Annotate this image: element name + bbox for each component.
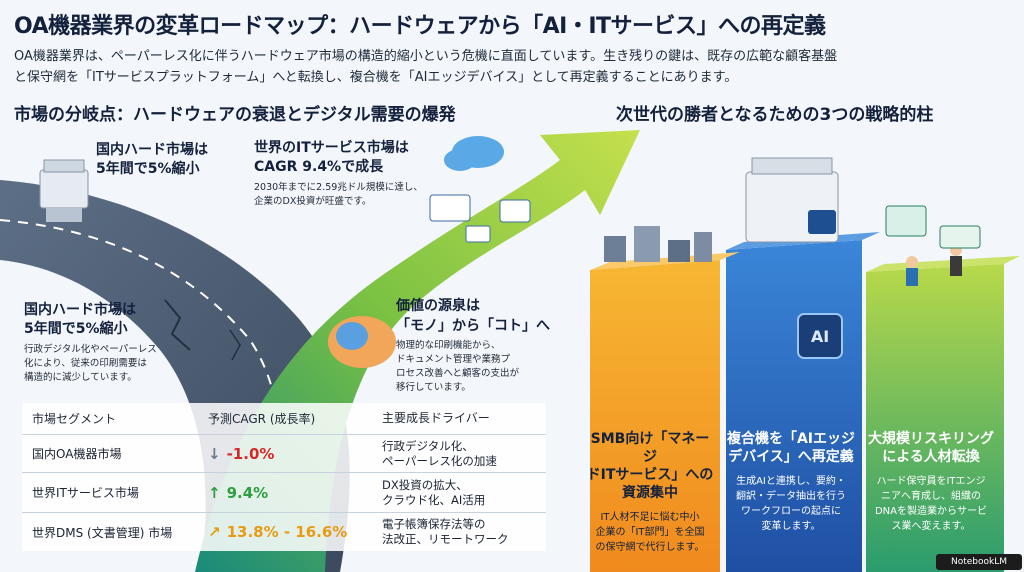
pillar-reskilling: 大規模リスキリング による人材転換 ハード保守員をITエンジ ニアへ育成し、組織… <box>866 430 996 534</box>
intro-line: と保守網を「ITサービスプラットフォーム」へと転換し、複合機を「AIエッジデバイ… <box>14 70 738 85</box>
table-row: 世界DMS (文書管理) 市場 ↗ 13.8% - 16.6% 電子帳簿保存法等… <box>22 513 546 551</box>
pillar-body: 生成AIと連携し、要約・ 翻訳・データ抽出を行う ワークフローの起点に 変革しま… <box>726 474 856 534</box>
printer-illustration <box>39 159 89 222</box>
table-cell-segment: 世界DMS (文書管理) 市場 <box>32 525 173 540</box>
callout-body-line: ドキュメント管理や業務プ <box>396 354 511 365</box>
callout-body-line: 構造的に減少しています。 <box>24 372 137 383</box>
pillar-body-line: DNAを製造業からサービ <box>874 506 988 517</box>
cagr-value: 13.8% - 16.6% <box>226 523 348 541</box>
page-title: OA機器業界の変革ロードマップ：ハードウェアから「AI・ITサービス」への再定義 <box>14 14 826 39</box>
table-cell-segment: 国内OA機器市場 <box>32 447 122 461</box>
table-header-row: 市場セグメント 予測CAGR (成長率) 主要成長ドライバー <box>22 403 546 435</box>
driver-line: 電子帳簿保存法等の <box>382 517 486 531</box>
table-cell-cagr: ↗ 13.8% - 16.6% <box>208 513 378 551</box>
pillar-body: ハード保守員をITエンジ ニアへ育成し、組織の DNAを製造業からサービ ス業へ… <box>866 474 996 534</box>
up-right-arrow-icon: ↗ <box>208 523 221 541</box>
table-header-cagr: 予測CAGR (成長率) <box>208 412 316 426</box>
pillar-body-line: ワークフローの起点に <box>741 506 841 517</box>
up-arrow-icon: ↑ <box>208 483 221 502</box>
table-cell-drivers: 行政デジタル化、 ペーパーレス化の加速 <box>382 435 542 472</box>
table-cell-cagr: ↓ -1.0% <box>208 435 378 472</box>
pillar-body: IT人材不足に悩む中小 企業の「IT部門」を全国 の保守網で代行します。 <box>585 510 715 555</box>
table-row: 国内OA機器市場 ↓ -1.0% 行政デジタル化、 ペーパーレス化の加速 <box>22 435 546 473</box>
ai-chip-icon: AI <box>810 326 830 346</box>
pillar-title-line: デバイス」へ再定義 <box>728 449 854 465</box>
intro-line: OA機器業界は、ペーパーレス化に伴うハードウェア市場の構造的縮小という危機に直面… <box>14 49 838 64</box>
table-row: 世界ITサービス市場 ↑ 9.4% DX投資の拡大、 クラウド化、AI活用 <box>22 473 546 513</box>
pillar-title-line: 複合機を「AIエッジ <box>726 431 856 447</box>
pillar-title-line: ドITサービス」への <box>586 467 714 483</box>
callout-title-line: 世界のITサービス市場は <box>254 140 409 156</box>
callout-title-line: 5年間で5%縮小 <box>24 321 128 337</box>
pillar-managed-it: SMB向け「マネージ ドITサービス」への 資源集中 IT人材不足に悩む中小 企… <box>585 430 715 555</box>
callout-body-line: 化により、従来の印刷需要は <box>24 358 147 369</box>
table-cell-drivers: DX投資の拡大、 クラウド化、AI活用 <box>382 473 542 512</box>
pillar-body-line: ス業へ変えます。 <box>891 521 971 532</box>
callout-domestic-hardware-top: 国内ハード市場は 5年間で5%縮小 <box>96 141 236 179</box>
callout-title-line: 「モノ」から「コト」へ <box>396 318 550 334</box>
callout-body-line: 移行しています。 <box>396 382 471 393</box>
intro-text: OA機器業界は、ペーパーレス化に伴うハードウェア市場の構造的縮小という危機に直面… <box>14 46 1004 88</box>
pillar-title-line: 資源集中 <box>622 485 678 501</box>
pillar-title-line: による人材転換 <box>882 449 980 465</box>
pillar-body-line: 生成AIと連携し、要約・ <box>736 476 846 487</box>
left-section-heading: 市場の分岐点：ハードウェアの衰退とデジタル需要の爆発 <box>14 105 456 125</box>
right-section-heading: 次世代の勝者となるための3つの戦略的柱 <box>616 105 934 125</box>
callout-body-line: 2030年までに2.59兆ドル規模に達し、 <box>254 182 423 193</box>
driver-line: 法改正、リモートワーク <box>382 532 509 546</box>
cagr-value: 9.4% <box>226 483 269 502</box>
table-cell-segment: 世界ITサービス市場 <box>32 486 139 500</box>
down-arrow-icon: ↓ <box>208 444 221 463</box>
pillar-ai-edge-device: 複合機を「AIエッジ デバイス」へ再定義 生成AIと連携し、要約・ 翻訳・データ… <box>726 430 856 534</box>
driver-line: 行政デジタル化、 <box>382 438 474 453</box>
pillar-body-line: IT人材不足に悩む中小 <box>600 512 700 523</box>
callout-body-line: ロセス改善へと顧客の支出が <box>396 368 520 379</box>
callout-value-source: 価値の源泉は 「モノ」から「コト」へ 物理的な印刷機能から、 ドキュメント管理や… <box>396 296 566 395</box>
table-header-segment: 市場セグメント <box>32 412 117 426</box>
driver-line: DX投資の拡大、 <box>382 477 468 492</box>
pillar-body-line: の保守網で代行します。 <box>595 542 705 553</box>
callout-body: 物理的な印刷機能から、 ドキュメント管理や業務プ ロセス改善へと顧客の支出が 移… <box>396 339 566 395</box>
callout-body-line: 企業のDX投資が旺盛です。 <box>254 196 372 207</box>
driver-line: クラウド化、AI活用 <box>382 492 486 507</box>
pillar-body-line: 変革します。 <box>761 521 821 532</box>
callout-title-line: 5年間で5%縮小 <box>96 161 200 177</box>
callout-title-line: 価値の源泉は <box>396 298 480 314</box>
table-header-drivers: 主要成長ドライバー <box>382 411 490 425</box>
pillar-title-line: SMB向け「マネージ <box>590 431 710 465</box>
table-cell-drivers: 電子帳簿保存法等の 法改正、リモートワーク <box>382 513 542 551</box>
callout-body: 行政デジタル化やペーパーレス 化により、従来の印刷需要は 構造的に減少しています… <box>24 343 214 385</box>
pillar-title-line: 大規模リスキリング <box>868 431 994 447</box>
notebooklm-badge: NotebookLM <box>936 554 1022 570</box>
callout-body: 2030年までに2.59兆ドル規模に達し、 企業のDX投資が旺盛です。 <box>254 181 444 209</box>
callout-global-it-services: 世界のITサービス市場は CAGR 9.4%で成長 2030年までに2.59兆ド… <box>254 139 444 209</box>
callout-domestic-hardware-bottom: 国内ハード市場は 5年間で5%縮小 行政デジタル化やペーパーレス 化により、従来… <box>24 301 214 385</box>
pillar-body-line: ニアへ育成し、組織の <box>881 491 981 502</box>
pillar-body-line: ハード保守員をITエンジ <box>876 476 986 487</box>
callout-title-line: 国内ハード市場は <box>96 142 208 158</box>
market-table: 市場セグメント 予測CAGR (成長率) 主要成長ドライバー 国内OA機器市場 … <box>22 403 546 551</box>
driver-line: ペーパーレス化の加速 <box>382 453 497 468</box>
pillar-body-line: 翻訳・データ抽出を行う <box>736 491 846 502</box>
callout-title-line: CAGR 9.4%で成長 <box>254 159 384 175</box>
callout-body-line: 物理的な印刷機能から、 <box>396 340 501 351</box>
callout-title-line: 国内ハード市場は <box>24 302 136 318</box>
callout-body-line: 行政デジタル化やペーパーレス <box>24 344 157 355</box>
cagr-value: -1.0% <box>226 444 275 463</box>
pillar-body-line: 企業の「IT部門」を全国 <box>595 527 705 538</box>
table-cell-cagr: ↑ 9.4% <box>208 473 378 512</box>
